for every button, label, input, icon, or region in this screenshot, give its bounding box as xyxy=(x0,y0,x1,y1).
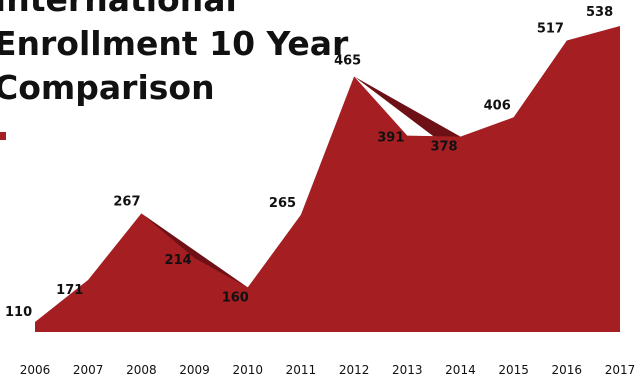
data-label-2012: 465 xyxy=(334,53,361,68)
data-label-2016: 517 xyxy=(537,22,564,37)
data-label-2013: 391 xyxy=(377,131,404,146)
x-tick-2009: 2009 xyxy=(179,363,210,377)
x-tick-2014: 2014 xyxy=(445,363,476,377)
data-label-2014: 378 xyxy=(430,140,457,155)
data-label-2009: 214 xyxy=(165,253,192,268)
x-tick-2010: 2010 xyxy=(232,363,263,377)
chart-title: International Enrollment 10 Year Compari… xyxy=(0,0,374,110)
title-line-1: International xyxy=(0,0,374,22)
x-tick-2013: 2013 xyxy=(392,363,423,377)
x-tick-2012: 2012 xyxy=(339,363,370,377)
x-tick-2015: 2015 xyxy=(498,363,529,377)
title-line-3: Comparison xyxy=(0,68,215,107)
data-label-2007: 171 xyxy=(56,283,83,298)
data-label-2006: 110 xyxy=(5,305,32,320)
title-line-2: Enrollment 10 Year xyxy=(0,24,349,63)
x-tick-2017: 2017 xyxy=(605,363,635,377)
fold-shadow-2 xyxy=(354,76,461,143)
x-tick-2008: 2008 xyxy=(126,363,157,377)
x-tick-2006: 2006 xyxy=(20,363,51,377)
data-label-2010: 160 xyxy=(222,290,249,305)
data-label-2008: 267 xyxy=(113,194,140,209)
title-accent-bar xyxy=(0,132,6,140)
enrollment-area xyxy=(35,26,620,332)
data-label-2015: 406 xyxy=(484,98,511,113)
data-label-2017: 538 xyxy=(586,5,613,20)
x-tick-2007: 2007 xyxy=(73,363,104,377)
x-tick-2011: 2011 xyxy=(286,363,317,377)
data-label-2011: 265 xyxy=(269,196,296,211)
x-tick-2016: 2016 xyxy=(552,363,583,377)
